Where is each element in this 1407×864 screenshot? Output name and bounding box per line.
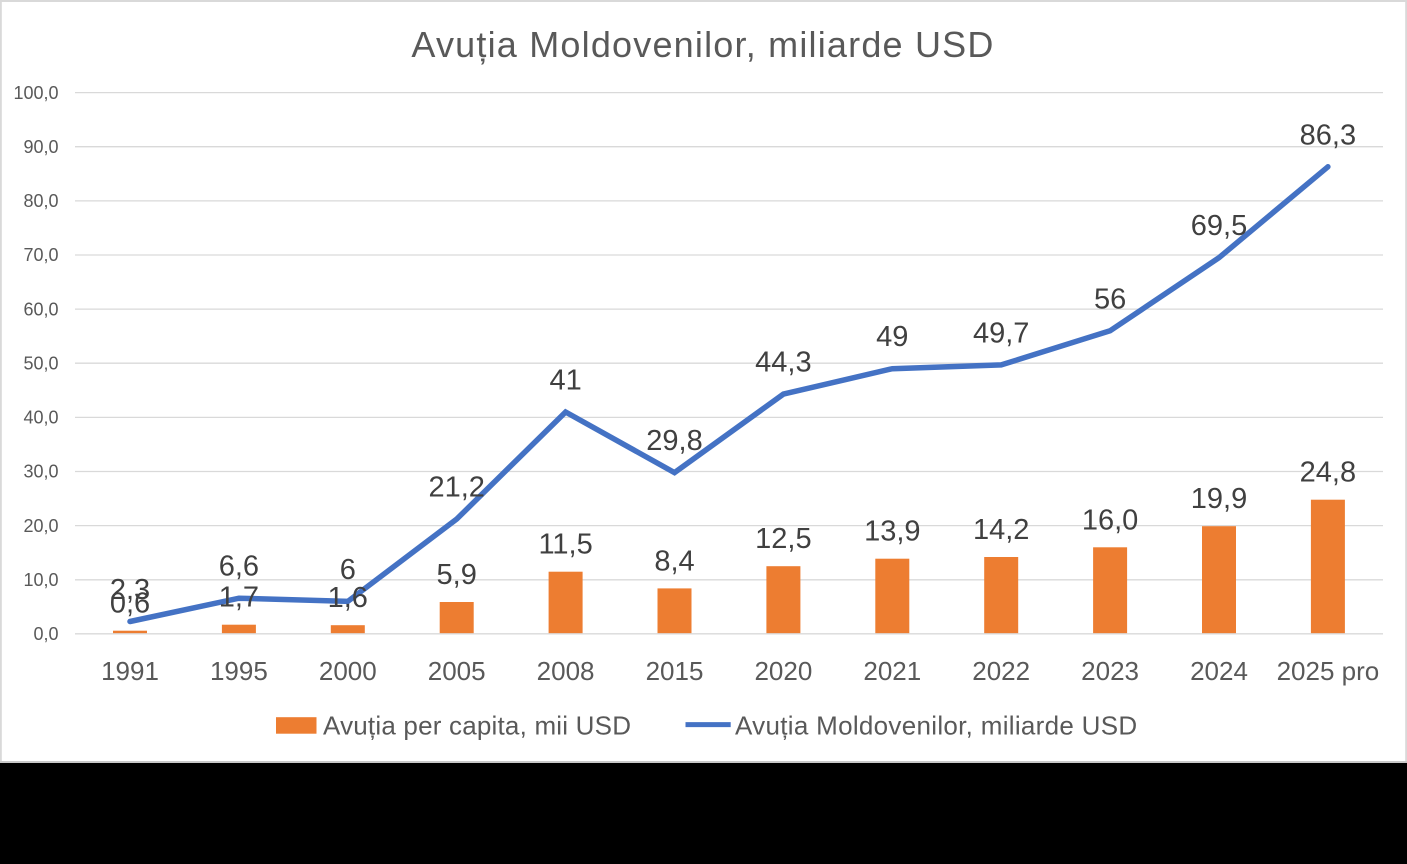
svg-text:41: 41 [549, 365, 581, 397]
svg-text:16,0: 16,0 [1082, 504, 1138, 536]
svg-text:2020: 2020 [754, 656, 812, 686]
svg-text:86,3: 86,3 [1300, 119, 1356, 151]
svg-text:0,0: 0,0 [33, 624, 58, 644]
svg-text:10,0: 10,0 [23, 570, 58, 590]
svg-text:40,0: 40,0 [23, 408, 58, 428]
svg-text:30,0: 30,0 [23, 462, 58, 482]
svg-text:19,9: 19,9 [1191, 483, 1247, 515]
svg-text:50,0: 50,0 [23, 353, 58, 373]
svg-text:13,9: 13,9 [864, 516, 920, 548]
svg-text:60,0: 60,0 [23, 299, 58, 319]
svg-text:2021: 2021 [863, 656, 921, 686]
svg-text:80,0: 80,0 [23, 191, 58, 211]
svg-text:2015: 2015 [646, 656, 704, 686]
svg-text:44,3: 44,3 [755, 347, 811, 379]
svg-text:14,2: 14,2 [973, 514, 1029, 546]
svg-text:2024: 2024 [1190, 656, 1248, 686]
svg-text:24,8: 24,8 [1300, 457, 1356, 489]
svg-text:2022: 2022 [972, 656, 1030, 686]
svg-text:100,0: 100,0 [13, 83, 58, 103]
svg-text:49,7: 49,7 [973, 317, 1029, 349]
svg-text:1991: 1991 [101, 656, 159, 686]
svg-text:29,8: 29,8 [646, 425, 702, 457]
svg-text:1995: 1995 [210, 656, 268, 686]
svg-text:1,6: 1,6 [328, 582, 368, 614]
svg-text:90,0: 90,0 [23, 137, 58, 157]
svg-text:0,6: 0,6 [110, 588, 150, 620]
svg-text:Avuția Moldovenilor, miliarde: Avuția Moldovenilor, miliarde USD [411, 24, 994, 65]
svg-text:2023: 2023 [1081, 656, 1139, 686]
svg-text:69,5: 69,5 [1191, 210, 1247, 242]
svg-text:70,0: 70,0 [23, 245, 58, 265]
svg-text:2008: 2008 [537, 656, 595, 686]
svg-text:20,0: 20,0 [23, 516, 58, 536]
svg-text:2,3: 2,3 [110, 574, 150, 606]
svg-text:49: 49 [876, 321, 908, 353]
svg-text:Avuția per capita, mii USD: Avuția per capita, mii USD [323, 711, 631, 741]
svg-text:5,9: 5,9 [437, 559, 477, 591]
svg-text:8,4: 8,4 [654, 545, 694, 577]
svg-text:Avuția Moldovenilor, miliarde: Avuția Moldovenilor, miliarde USD [735, 711, 1137, 741]
svg-text:56: 56 [1094, 283, 1126, 315]
svg-text:21,2: 21,2 [428, 472, 484, 504]
svg-text:2025 pro: 2025 pro [1277, 656, 1380, 686]
svg-text:6: 6 [340, 554, 356, 586]
svg-text:6,6: 6,6 [219, 551, 259, 583]
svg-text:2005: 2005 [428, 656, 486, 686]
svg-text:1,7: 1,7 [219, 582, 259, 614]
svg-text:12,5: 12,5 [755, 523, 811, 555]
svg-text:11,5: 11,5 [538, 529, 592, 561]
svg-text:2000: 2000 [319, 656, 377, 686]
